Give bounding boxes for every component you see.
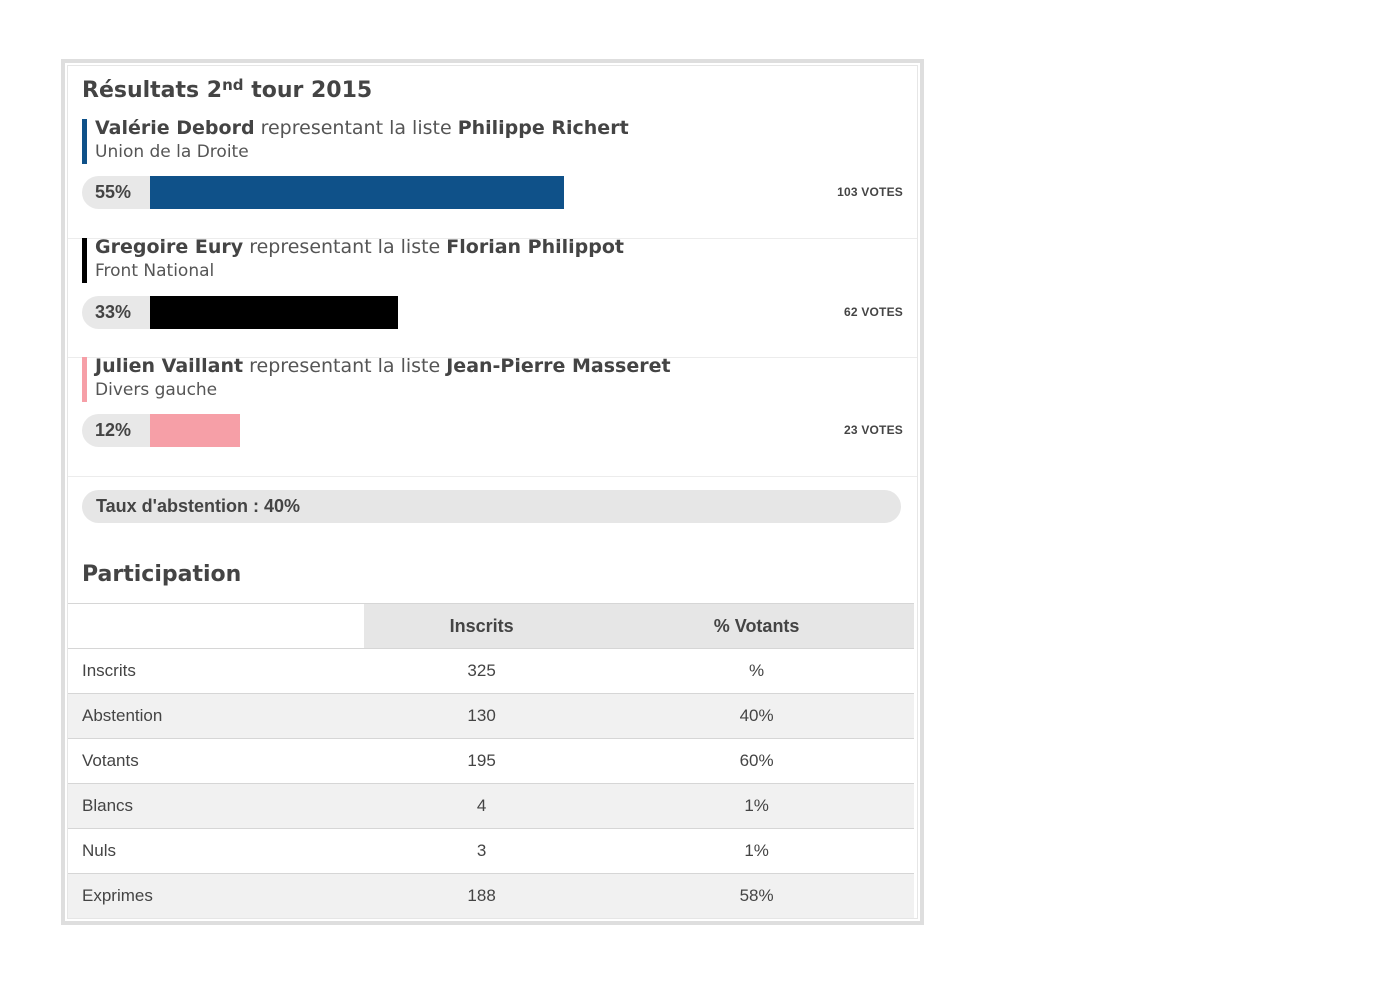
candidate-vote-bar	[150, 296, 398, 329]
candidate-color-marker	[82, 357, 87, 402]
candidate-row: Valérie Debord representant la liste Phi…	[68, 117, 917, 239]
row-count: 325	[364, 648, 600, 694]
candidate-list-leader: Jean-Pierre Masseret	[446, 355, 671, 377]
results-panel: Résultats 2nd tour 2015 Valérie Debord r…	[67, 65, 918, 919]
candidate-votes: 23 VOTES	[844, 423, 903, 437]
candidate-heading: Julien Vaillant representant la liste Je…	[95, 355, 671, 377]
row-percent: 1%	[599, 828, 914, 874]
candidate-percent: 55%	[82, 176, 150, 209]
candidate-percent: 12%	[82, 414, 150, 447]
candidate-vote-bar	[150, 176, 564, 209]
candidate-rep-text: representant la liste	[243, 236, 447, 258]
row-label: Exprimes	[68, 873, 364, 918]
participation-header-blank	[68, 603, 364, 649]
row-count: 3	[364, 828, 600, 874]
table-row: Exprimes 188 58%	[68, 873, 914, 918]
abstention-rate: Taux d'abstention : 40%	[82, 490, 901, 523]
participation-table: Inscrits % Votants Inscrits 325 % Absten…	[68, 603, 914, 918]
row-percent: 40%	[599, 693, 914, 739]
results-title-prefix: Résultats 2	[82, 78, 223, 103]
row-percent: 60%	[599, 738, 914, 784]
results-title-ordinal: nd	[222, 76, 244, 94]
candidate-heading: Gregoire Eury representant la liste Flor…	[95, 236, 624, 258]
participation-header-votants: % Votants	[599, 603, 914, 649]
candidate-color-marker	[82, 238, 87, 283]
candidate-heading: Valérie Debord representant la liste Phi…	[95, 117, 629, 139]
candidate-percent: 33%	[82, 296, 150, 329]
row-label: Abstention	[68, 693, 364, 739]
row-label: Blancs	[68, 783, 364, 829]
candidate-party: Union de la Droite	[95, 142, 249, 162]
row-count: 195	[364, 738, 600, 784]
candidate-row: Julien Vaillant representant la liste Je…	[68, 355, 917, 477]
table-row: Abstention 130 40%	[68, 693, 914, 739]
row-label: Nuls	[68, 828, 364, 874]
row-label: Votants	[68, 738, 364, 784]
candidate-votes: 103 VOTES	[837, 185, 903, 199]
candidate-party: Front National	[95, 261, 215, 281]
results-title: Résultats 2nd tour 2015	[82, 76, 373, 104]
row-percent: %	[599, 648, 914, 694]
table-row: Votants 195 60%	[68, 738, 914, 784]
candidate-name: Julien Vaillant	[95, 355, 244, 377]
candidate-votes: 62 VOTES	[844, 305, 903, 319]
candidate-list-leader: Florian Philippot	[446, 236, 624, 258]
table-row: Inscrits 325 %	[68, 648, 914, 694]
row-count: 188	[364, 873, 600, 918]
results-widget: Résultats 2nd tour 2015 Valérie Debord r…	[61, 59, 924, 925]
row-percent: 58%	[599, 873, 914, 918]
row-count: 4	[364, 783, 600, 829]
row-label: Inscrits	[68, 648, 364, 694]
candidate-color-marker	[82, 119, 87, 164]
candidate-rep-text: representant la liste	[243, 355, 447, 377]
candidate-row: Gregoire Eury representant la liste Flor…	[68, 236, 917, 358]
candidate-name: Gregoire Eury	[95, 236, 244, 258]
candidate-vote-bar	[150, 414, 240, 447]
candidate-party: Divers gauche	[95, 380, 218, 400]
row-count: 130	[364, 693, 600, 739]
row-percent: 1%	[599, 783, 914, 829]
participation-header-inscrits: Inscrits	[364, 603, 600, 649]
results-title-suffix: tour 2015	[243, 78, 373, 103]
candidate-name: Valérie Debord	[95, 117, 255, 139]
table-row: Blancs 4 1%	[68, 783, 914, 829]
table-row: Nuls 3 1%	[68, 828, 914, 874]
candidate-rep-text: representant la liste	[254, 117, 458, 139]
participation-title: Participation	[82, 562, 242, 587]
candidate-list-leader: Philippe Richert	[457, 117, 629, 139]
participation-header-row: Inscrits % Votants	[68, 603, 914, 649]
